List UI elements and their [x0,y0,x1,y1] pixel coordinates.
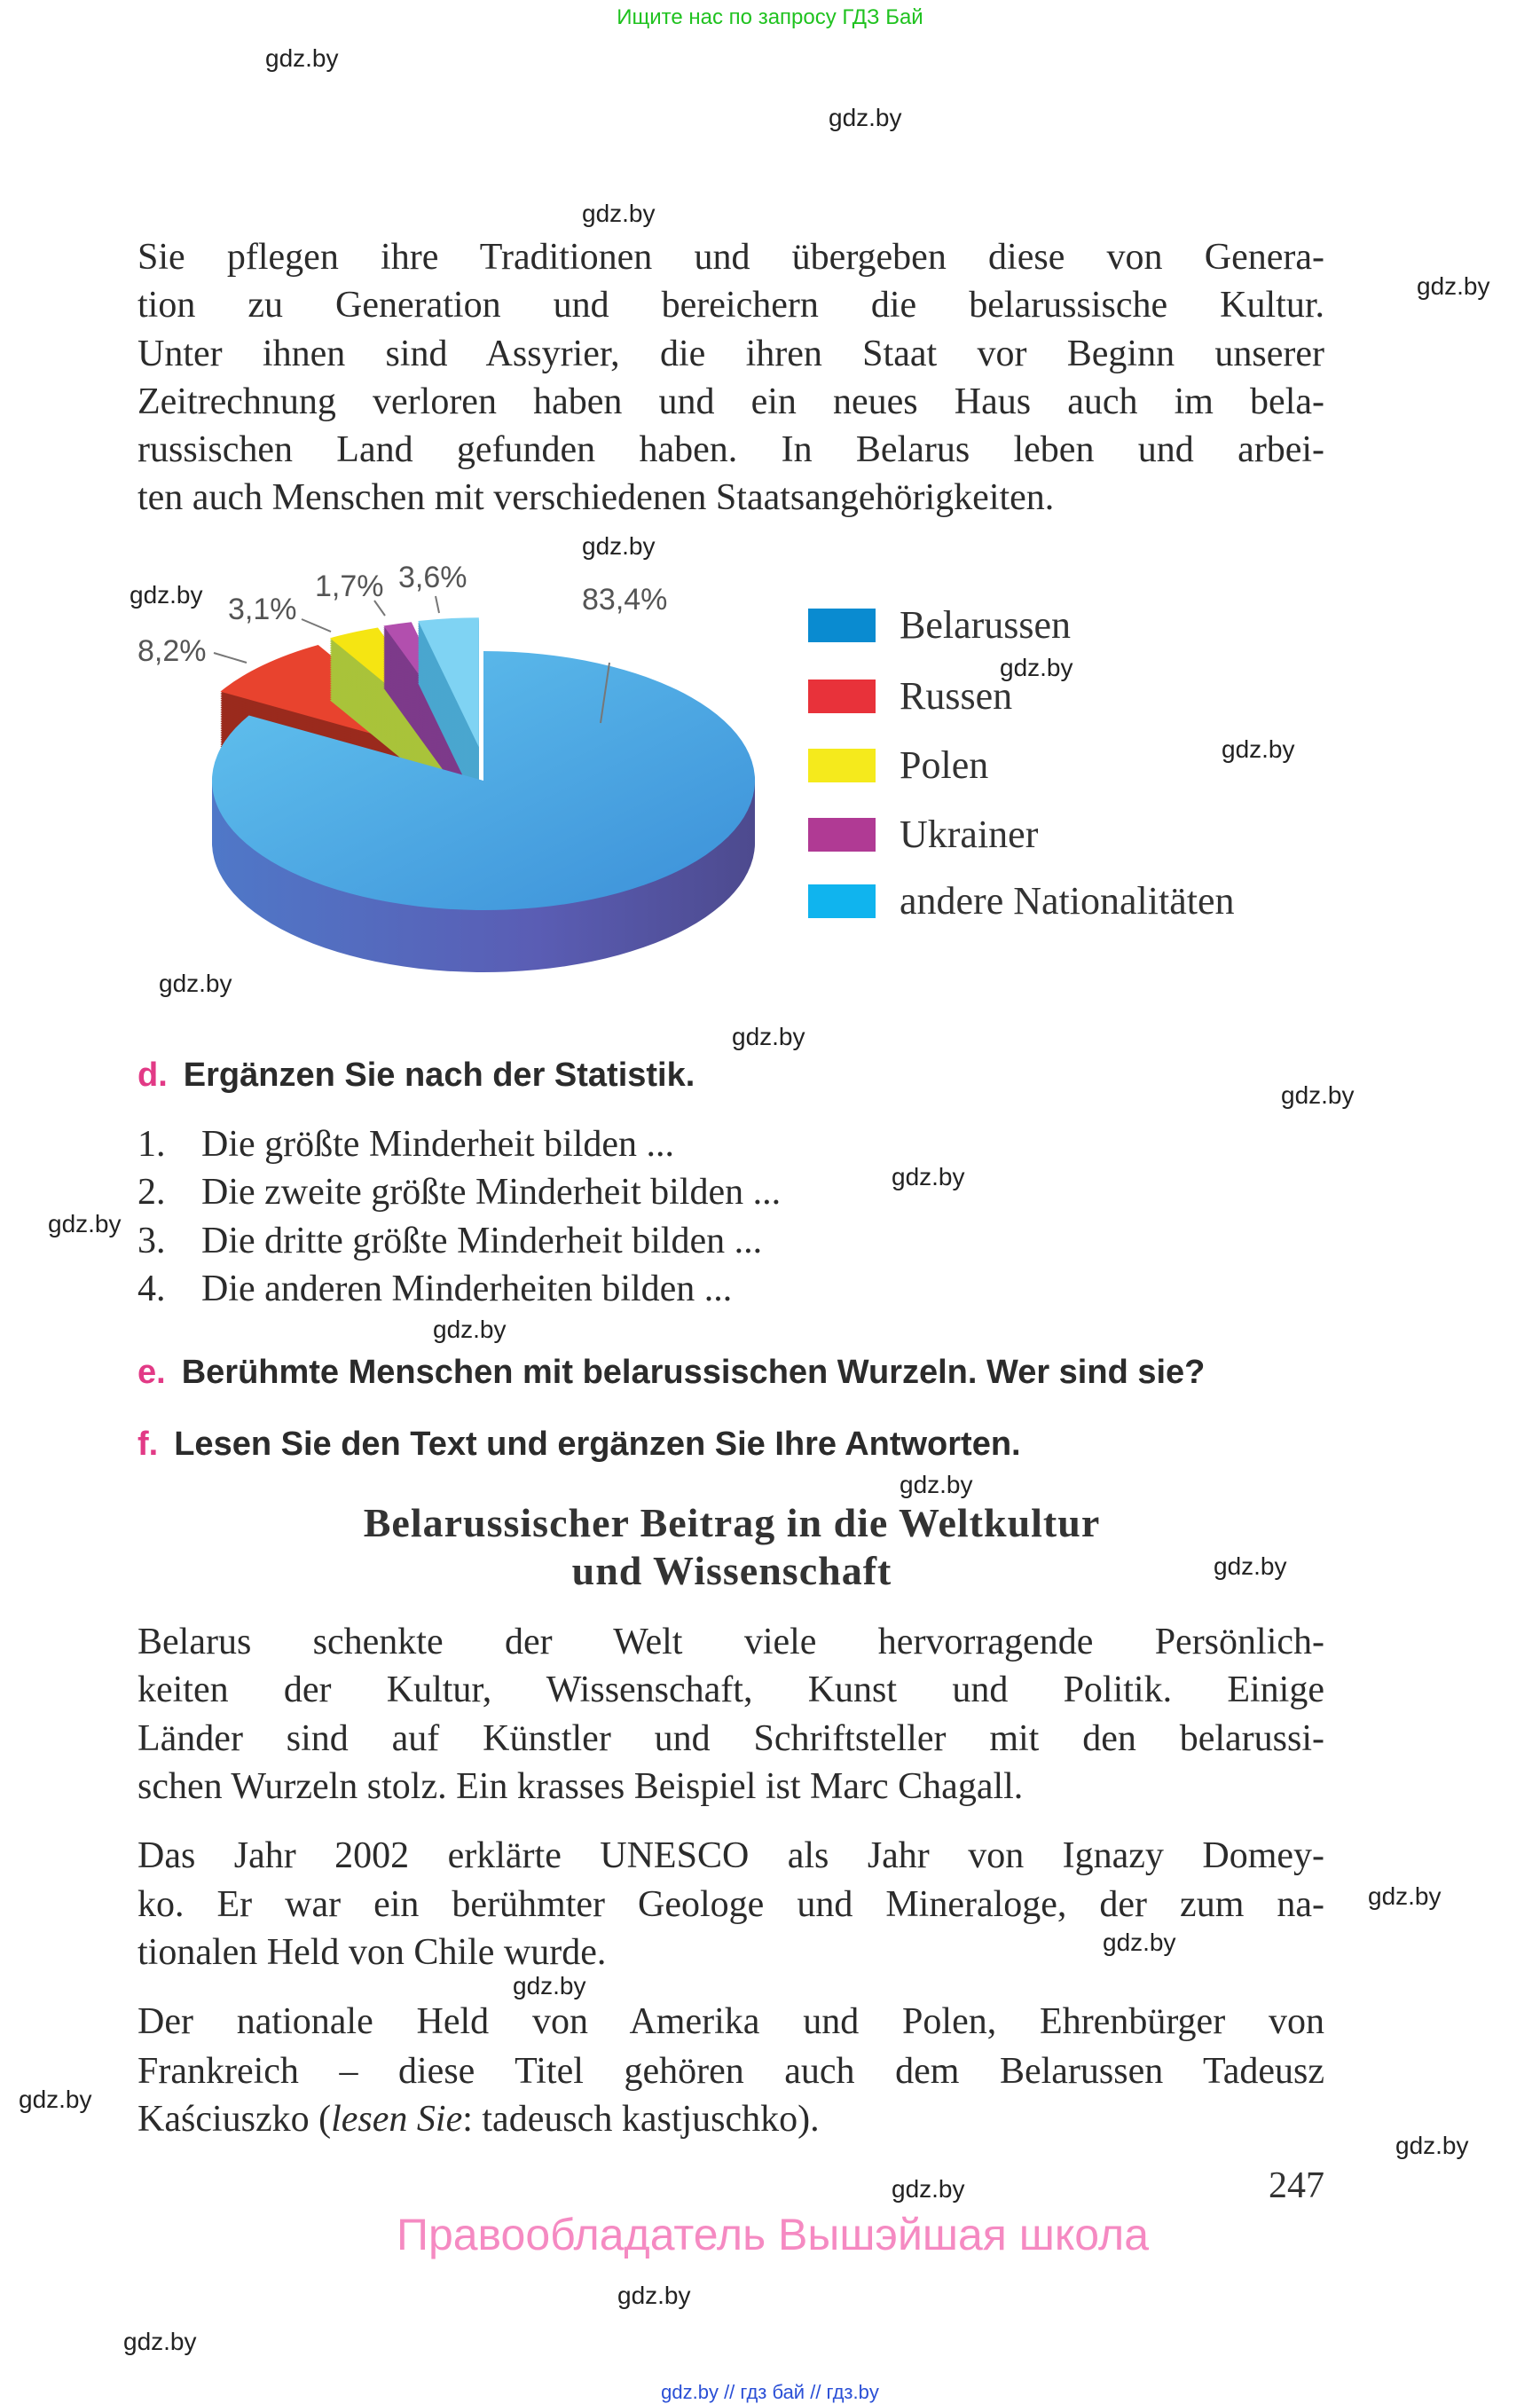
pct-label-andere: 3,6% [398,561,468,594]
copyright-owner-note: Правообладатель Вышэйшая школа [397,2210,1149,2259]
task-text: Berühmte Menschen mit belarussischen Wur… [181,1354,1206,1391]
leader-line-polen [301,618,332,632]
leader-line-russen [213,652,248,664]
text-line: tion zu Generation und bereichern die be… [138,285,1324,326]
task-e-heading: e. Berühmte Menschen mit belarussischen W… [138,1351,1205,1394]
pct-label-ukrainer: 1,7% [315,570,384,603]
footer-links[interactable]: gdz.by // гдз бай // гдз.by [661,2381,879,2403]
text-line: Kaściuszko (lesen Sie: tadeusch kastjusc… [138,2095,1324,2143]
pie-slice-andere [418,617,479,810]
text-line: Frankreich – diese Titel gehören auch de… [138,2051,1324,2092]
leader-line-belarussen [600,662,610,724]
watermark-gdz: gdz.by [900,1471,973,1498]
text-line: keiten der Kultur, Wissenschaft, Kunst u… [138,1669,1324,1710]
text-segment: : tadeusch kastjuschko). [462,2099,820,2140]
list-item: 3. Die dritte größte Minderheit bilden ..… [138,1217,762,1265]
legend-swatch-belarussen [808,609,876,642]
watermark-gdz: gdz.by [159,970,232,997]
watermark-gdz: gdz.by [1417,272,1490,300]
legend-label-andere: andere Nationalitäten [900,879,1235,923]
text-line: Länder sind auf Künstler und Schriftstel… [138,1718,1324,1759]
text-line: Belarus schenkte der Welt viele hervorra… [138,1622,1324,1662]
task-text: Ergänzen Sie nach der Statistik. [183,1057,695,1094]
watermark-gdz: gdz.by [1214,1552,1287,1580]
text-line: ten auch Menschen mit verschiedenen Staa… [138,477,1055,518]
legend-swatch-polen [808,749,876,782]
watermark-gdz: gdz.by [829,104,902,131]
text-line: Zeitrechnung verloren haben und ein neue… [138,381,1324,422]
list-text: Die dritte größte Minderheit bilden ... [201,1221,763,1261]
pie-slice-belarussen [211,651,756,972]
task-f-heading: f. Lesen Sie den Text und ergänzen Sie Ih… [138,1423,1021,1465]
watermark-gdz: gdz.by [1103,1929,1176,1956]
pct-label-belarussen: 83,4% [582,583,668,617]
pct-label-russen: 8,2% [138,634,207,668]
text-line: ko. Er war ein berühmter Geologe und Min… [138,1884,1324,1925]
watermark-gdz: gdz.by [732,1023,805,1050]
text-line: Der nationale Held von Amerika und Polen… [138,2001,1324,2042]
watermark-gdz: gdz.by [1281,1081,1355,1109]
text-line: Unter ihnen sind Assyrier, die ihren Sta… [138,334,1324,374]
watermark-gdz: gdz.by [1395,2132,1469,2159]
watermark-gdz: gdz.by [1368,1882,1442,1910]
article-title-line: und Wissenschaft [571,1548,892,1593]
list-item: 2. Die zweite größte Minderheit bilden ..… [138,1168,781,1216]
top-search-note: Ищите нас по запросу ГДЗ Бай [617,5,923,29]
legend-label-belarussen: Belarussen [900,603,1072,647]
text-line: schen Wurzeln stolz. Ein krasses Beispie… [138,1766,1024,1807]
watermark-gdz: gdz.by [130,581,203,609]
list-number: 1. [138,1124,166,1165]
watermark-gdz: gdz.by [1222,735,1295,763]
watermark-gdz: gdz.by [265,44,339,72]
leader-line-ukrainer [373,600,386,617]
watermark-gdz: gdz.by [1000,654,1073,681]
task-letter: d. [138,1057,168,1094]
watermark-gdz: gdz.by [582,532,656,560]
pie-slice-top-andere [418,617,479,748]
legend-swatch-russen [808,680,876,713]
list-text: Die zweite größte Minderheit bilden ... [201,1172,782,1213]
task-text: Lesen Sie den Text und ergänzen Sie Ihre… [174,1426,1021,1463]
list-number: 2. [138,1172,166,1213]
article-title-line: Belarussischer Beitrag in die Weltkultur [363,1500,1101,1545]
task-d-heading: d. Ergänzen Sie nach der Statistik. [138,1054,695,1096]
legend-swatch-ukrainer [808,818,876,852]
watermark-gdz: gdz.by [433,1316,507,1343]
task-letter: f. [138,1426,159,1463]
italic-segment: lesen Sie [331,2099,463,2140]
watermark-gdz: gdz.by [892,2175,965,2203]
leader-line-andere [435,595,440,614]
list-text: Die größte Minderheit bilden ... [201,1124,675,1165]
text-line: Das Jahr 2002 erklärte UNESCO als Jahr v… [138,1835,1324,1876]
nationalities-pie-chart [211,595,756,972]
text-line: russischen Land gefunden haben. In Belar… [138,429,1324,470]
watermark-gdz: gdz.by [123,2328,197,2355]
legend-label-ukrainer: Ukrainer [900,813,1039,856]
legend-label-polen: Polen [900,743,989,787]
list-item: 4. Die anderen Minderheiten bilden ... [138,1265,732,1313]
text-line: tionalen Held von Chile wurde. [138,1932,607,1973]
watermark-gdz: gdz.by [513,1972,586,1999]
task-letter: e. [138,1354,166,1391]
legend-swatch-andere [808,884,876,918]
pct-label-polen: 3,1% [228,593,297,626]
list-item: 1. Die größte Minderheit bilden ... [138,1120,674,1168]
watermark-gdz: gdz.by [617,2282,691,2309]
page-number: 247 [1269,2165,1324,2206]
list-number: 3. [138,1221,166,1261]
text-line: Sie pflegen ihre Traditionen und übergeb… [138,237,1324,278]
list-text: Die anderen Minderheiten bilden ... [201,1269,733,1309]
legend-label-russen: Russen [900,674,1013,718]
watermark-gdz: gdz.by [48,1210,122,1237]
watermark-gdz: gdz.by [892,1163,965,1190]
text-segment: Kaściuszko ( [138,2099,332,2140]
list-number: 4. [138,1269,166,1309]
watermark-gdz: gdz.by [582,200,656,227]
pie-slice-top-belarussen [212,651,756,910]
watermark-gdz: gdz.by [19,2086,92,2113]
